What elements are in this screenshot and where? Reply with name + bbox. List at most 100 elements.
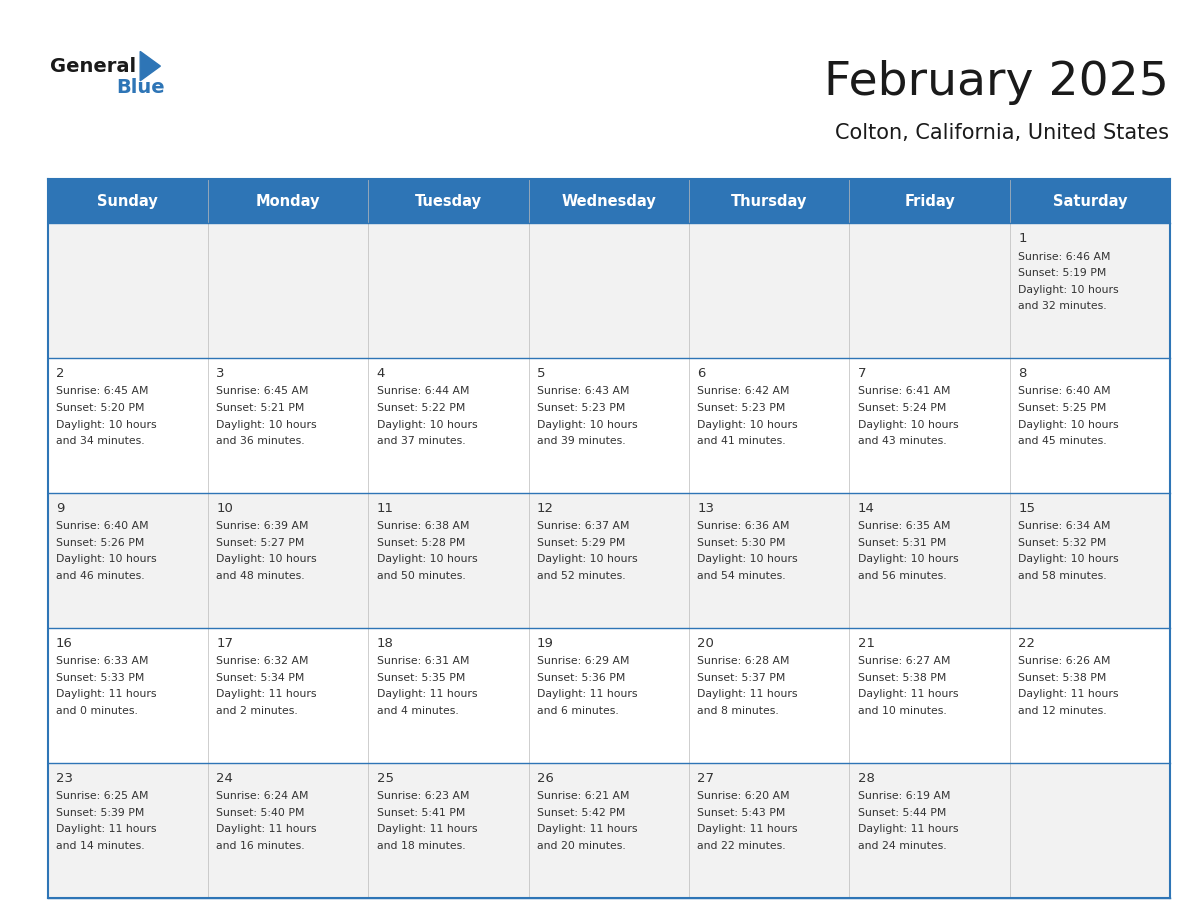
Text: Sunset: 5:34 PM: Sunset: 5:34 PM [216,673,304,683]
Text: 14: 14 [858,502,874,515]
Text: General: General [50,57,135,75]
Text: Sunrise: 6:33 AM: Sunrise: 6:33 AM [56,656,148,666]
Text: and 45 minutes.: and 45 minutes. [1018,436,1107,446]
Text: Sunset: 5:41 PM: Sunset: 5:41 PM [377,808,465,818]
Text: Daylight: 11 hours: Daylight: 11 hours [697,689,798,700]
Text: Sunset: 5:39 PM: Sunset: 5:39 PM [56,808,144,818]
Bar [48,179,1170,223]
Text: Daylight: 11 hours: Daylight: 11 hours [377,824,478,834]
Bar [368,763,529,898]
Text: Sunrise: 6:40 AM: Sunrise: 6:40 AM [1018,386,1111,397]
Text: Sunrise: 6:32 AM: Sunrise: 6:32 AM [216,656,309,666]
Text: Daylight: 10 hours: Daylight: 10 hours [377,420,478,430]
Text: Sunset: 5:21 PM: Sunset: 5:21 PM [216,403,304,413]
Text: and 46 minutes.: and 46 minutes. [56,571,145,581]
Bar [48,223,208,358]
Text: Sunset: 5:40 PM: Sunset: 5:40 PM [216,808,304,818]
Text: and 18 minutes.: and 18 minutes. [377,841,466,851]
Text: Sunrise: 6:29 AM: Sunrise: 6:29 AM [537,656,630,666]
Text: Daylight: 10 hours: Daylight: 10 hours [1018,285,1119,295]
Bar [368,223,529,358]
Text: Daylight: 10 hours: Daylight: 10 hours [377,554,478,565]
Text: Sunset: 5:27 PM: Sunset: 5:27 PM [216,538,304,548]
Text: Monday: Monday [255,194,321,208]
Text: Daylight: 11 hours: Daylight: 11 hours [697,824,798,834]
Text: 7: 7 [858,367,866,380]
Text: Daylight: 10 hours: Daylight: 10 hours [56,554,157,565]
Bar [689,628,849,763]
Bar [208,358,368,493]
Text: Daylight: 11 hours: Daylight: 11 hours [537,689,638,700]
Text: 22: 22 [1018,637,1035,650]
Bar [529,223,689,358]
Text: Sunset: 5:31 PM: Sunset: 5:31 PM [858,538,946,548]
Text: Sunrise: 6:45 AM: Sunrise: 6:45 AM [56,386,148,397]
Text: Daylight: 10 hours: Daylight: 10 hours [537,420,638,430]
Text: Sunrise: 6:24 AM: Sunrise: 6:24 AM [216,791,309,801]
Bar [48,493,208,628]
Text: Sunrise: 6:42 AM: Sunrise: 6:42 AM [697,386,790,397]
Text: Sunset: 5:35 PM: Sunset: 5:35 PM [377,673,465,683]
Text: Daylight: 11 hours: Daylight: 11 hours [56,824,157,834]
Polygon shape [140,51,160,81]
Text: 3: 3 [216,367,225,380]
Bar [689,358,849,493]
Text: and 37 minutes.: and 37 minutes. [377,436,466,446]
Text: Sunset: 5:20 PM: Sunset: 5:20 PM [56,403,144,413]
Text: Sunrise: 6:43 AM: Sunrise: 6:43 AM [537,386,630,397]
Text: 5: 5 [537,367,545,380]
Text: and 22 minutes.: and 22 minutes. [697,841,786,851]
Text: Sunrise: 6:39 AM: Sunrise: 6:39 AM [216,521,309,532]
Text: Daylight: 10 hours: Daylight: 10 hours [216,554,317,565]
Bar [529,763,689,898]
Text: 6: 6 [697,367,706,380]
Text: Sunrise: 6:23 AM: Sunrise: 6:23 AM [377,791,469,801]
Text: Daylight: 10 hours: Daylight: 10 hours [858,420,959,430]
Text: Sunrise: 6:31 AM: Sunrise: 6:31 AM [377,656,469,666]
Text: Sunday: Sunday [97,194,158,208]
Text: Sunset: 5:42 PM: Sunset: 5:42 PM [537,808,625,818]
Bar [48,358,208,493]
Bar [689,223,849,358]
Text: 18: 18 [377,637,393,650]
Text: Sunrise: 6:26 AM: Sunrise: 6:26 AM [1018,656,1111,666]
Text: Sunset: 5:19 PM: Sunset: 5:19 PM [1018,268,1106,278]
Text: Daylight: 11 hours: Daylight: 11 hours [216,824,317,834]
Text: and 41 minutes.: and 41 minutes. [697,436,786,446]
Text: Sunrise: 6:34 AM: Sunrise: 6:34 AM [1018,521,1111,532]
Text: and 8 minutes.: and 8 minutes. [697,706,779,716]
Text: Sunrise: 6:38 AM: Sunrise: 6:38 AM [377,521,469,532]
Text: Saturday: Saturday [1053,194,1127,208]
Bar [368,493,529,628]
Text: Sunset: 5:44 PM: Sunset: 5:44 PM [858,808,946,818]
Text: 28: 28 [858,772,874,785]
Text: and 6 minutes.: and 6 minutes. [537,706,619,716]
Bar [208,493,368,628]
Text: and 32 minutes.: and 32 minutes. [1018,301,1107,311]
Text: 17: 17 [216,637,233,650]
Text: Sunrise: 6:46 AM: Sunrise: 6:46 AM [1018,252,1111,262]
Text: and 4 minutes.: and 4 minutes. [377,706,459,716]
Bar [849,493,1010,628]
Text: and 39 minutes.: and 39 minutes. [537,436,626,446]
Text: Daylight: 11 hours: Daylight: 11 hours [1018,689,1119,700]
Text: Daylight: 10 hours: Daylight: 10 hours [858,554,959,565]
Text: and 54 minutes.: and 54 minutes. [697,571,786,581]
Text: Daylight: 10 hours: Daylight: 10 hours [216,420,317,430]
Bar [849,628,1010,763]
Text: Sunset: 5:32 PM: Sunset: 5:32 PM [1018,538,1106,548]
Text: Daylight: 11 hours: Daylight: 11 hours [377,689,478,700]
Text: 25: 25 [377,772,393,785]
Text: Daylight: 11 hours: Daylight: 11 hours [537,824,638,834]
Text: and 0 minutes.: and 0 minutes. [56,706,138,716]
Bar [849,763,1010,898]
Text: Sunset: 5:38 PM: Sunset: 5:38 PM [1018,673,1106,683]
Text: 10: 10 [216,502,233,515]
Text: and 34 minutes.: and 34 minutes. [56,436,145,446]
Bar [368,628,529,763]
Text: 16: 16 [56,637,72,650]
Text: Friday: Friday [904,194,955,208]
Text: Sunset: 5:25 PM: Sunset: 5:25 PM [1018,403,1106,413]
Text: and 20 minutes.: and 20 minutes. [537,841,626,851]
Bar [1010,628,1170,763]
